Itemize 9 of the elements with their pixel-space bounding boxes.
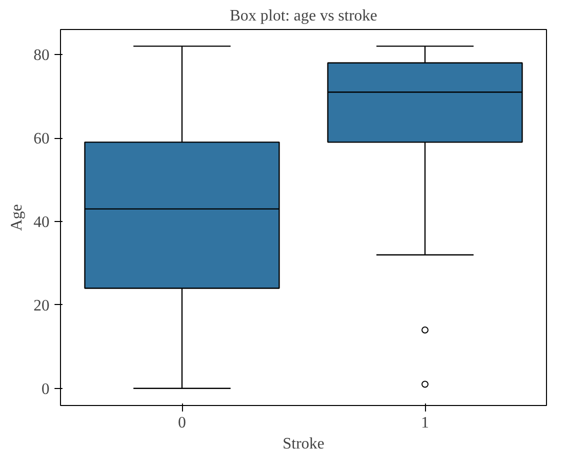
y-tick-label: 60 [34,130,50,148]
chart-title: Box plot: age vs stroke [230,8,378,24]
y-tick-label: 20 [34,297,50,314]
y-tick-label: 80 [34,47,50,64]
x-tick-label: 1 [421,414,429,432]
y-tick-label: 40 [34,214,50,231]
y-tick-label: 0 [42,380,50,398]
x-axis-title: Stroke [282,436,324,452]
y-axis-title: Age [8,204,26,231]
